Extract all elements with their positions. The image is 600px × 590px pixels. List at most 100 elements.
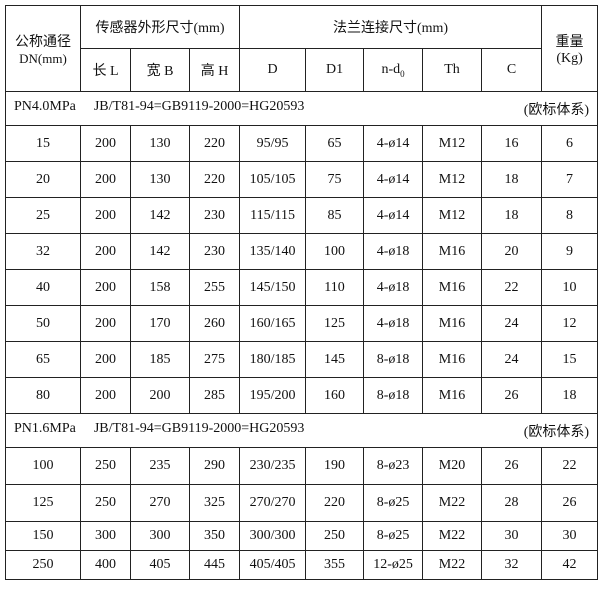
cell-length: 200 <box>80 197 131 234</box>
cell-d: 230/235 <box>239 447 307 485</box>
pressure-rating: PN1.6MPa <box>14 420 76 436</box>
standard: JB/T81-94=GB9119-2000=HG20593 <box>93 420 305 436</box>
cell-length: 250 <box>80 484 131 522</box>
header-d1: D1 <box>305 48 365 92</box>
cell-c: 28 <box>481 484 543 522</box>
weight-label: 重量 <box>555 34 584 50</box>
table-row: 25 200 142 230 115/115 85 4-ø14 M12 18 8 <box>5 197 599 234</box>
cell-d1: 220 <box>305 484 365 522</box>
cell-d1: 160 <box>305 377 365 414</box>
cell-c: 26 <box>481 447 543 485</box>
cell-height: 275 <box>188 341 241 378</box>
header-length: 长 L <box>80 48 131 92</box>
nominal-unit-label: DN(mm) <box>19 50 67 66</box>
cell-n-d0: 4-ø14 <box>363 125 424 162</box>
cell-height: 350 <box>188 521 241 551</box>
section-header-row: PN4.0MPa JB/T81-94=GB9119-2000=HG20593 (欧标… <box>4 91 599 126</box>
cell-weight: 42 <box>541 550 599 580</box>
cell-length: 200 <box>80 161 131 198</box>
cell-n-d0: 4-ø18 <box>363 233 424 270</box>
cell-width: 130 <box>130 161 190 198</box>
cell-dn: 150 <box>5 521 81 551</box>
cell-d: 105/105 <box>239 161 307 198</box>
table-row: 65 200 185 275 180/185 145 8-ø18 M16 24 15 <box>5 341 599 378</box>
cell-th: M20 <box>422 447 483 485</box>
cell-d1: 75 <box>305 161 365 198</box>
table-row: 40 200 158 255 145/150 110 4-ø18 M16 22 10 <box>5 269 599 306</box>
cell-d1: 100 <box>305 233 365 270</box>
cell-d1: 250 <box>305 521 365 551</box>
cell-dn: 50 <box>5 305 81 342</box>
table-row: 150 300 300 350 300/300 250 8-ø25 M22 30 30 <box>5 521 599 551</box>
header-height: 高 H <box>188 48 241 92</box>
cell-length: 200 <box>80 377 131 414</box>
cell-length: 250 <box>80 447 131 485</box>
table-row: 50 200 170 260 160/165 125 4-ø18 M16 24 12 <box>5 305 599 342</box>
cell-weight: 8 <box>541 197 599 234</box>
section-header-row: PN1.6MPa JB/T81-94=GB9119-2000=HG20593 (欧标… <box>4 413 599 448</box>
cell-d1: 85 <box>305 197 365 234</box>
cell-c: 32 <box>481 550 543 580</box>
cell-c: 24 <box>481 341 543 378</box>
header-n-d0: n-d0 <box>363 48 424 92</box>
cell-width: 185 <box>130 341 190 378</box>
cell-n-d0: 8-ø23 <box>363 447 424 485</box>
cell-d: 270/270 <box>239 484 307 522</box>
cell-height: 230 <box>188 197 241 234</box>
weight-unit-label: (Kg) <box>556 50 583 66</box>
cell-n-d0: 8-ø25 <box>363 484 424 522</box>
table-row: 15 200 130 220 95/95 65 4-ø14 M12 16 6 <box>5 125 599 162</box>
cell-width: 270 <box>130 484 190 522</box>
cell-d1: 65 <box>305 125 365 162</box>
cell-length: 200 <box>80 233 131 270</box>
cell-length: 400 <box>80 550 131 580</box>
cell-dn: 40 <box>5 269 81 306</box>
n-d-label: n-d <box>381 61 401 77</box>
cell-weight: 15 <box>541 341 599 378</box>
flange-dimension-table: 公称通径 DN(mm) 传感器外形尺寸(mm) 法兰连接尺寸(mm) 重量 (K… <box>4 5 599 580</box>
cell-height: 290 <box>188 447 241 485</box>
n-d-subscript: 0 <box>400 68 405 79</box>
cell-th: M16 <box>422 233 483 270</box>
section-header: PN1.6MPa JB/T81-94=GB9119-2000=HG20593 (欧标… <box>4 413 599 448</box>
cell-length: 200 <box>80 341 131 378</box>
cell-width: 130 <box>130 125 190 162</box>
cell-length: 200 <box>80 305 131 342</box>
table-row: 100 250 235 290 230/235 190 8-ø23 M20 26 22 <box>5 447 599 485</box>
cell-height: 285 <box>188 377 241 414</box>
header-th: Th <box>422 48 483 92</box>
cell-height: 230 <box>188 233 241 270</box>
cell-th: M12 <box>422 197 483 234</box>
cell-n-d0: 4-ø14 <box>363 197 424 234</box>
cell-dn: 100 <box>5 447 81 485</box>
cell-d: 180/185 <box>239 341 307 378</box>
cell-n-d0: 8-ø25 <box>363 521 424 551</box>
cell-dn: 80 <box>5 377 81 414</box>
cell-weight: 6 <box>541 125 599 162</box>
cell-dn: 20 <box>5 161 81 198</box>
cell-d: 95/95 <box>239 125 307 162</box>
header-flange-dims: 法兰连接尺寸(mm) <box>239 5 543 49</box>
cell-n-d0: 4-ø18 <box>363 269 424 306</box>
header-weight: 重量 (Kg) <box>541 5 599 92</box>
cell-th: M22 <box>422 484 483 522</box>
cell-height: 445 <box>188 550 241 580</box>
cell-width: 142 <box>130 233 190 270</box>
cell-c: 22 <box>481 269 543 306</box>
cell-dn: 65 <box>5 341 81 378</box>
cell-d1: 110 <box>305 269 365 306</box>
cell-dn: 250 <box>5 550 81 580</box>
cell-length: 200 <box>80 125 131 162</box>
cell-width: 158 <box>130 269 190 306</box>
cell-d1: 190 <box>305 447 365 485</box>
cell-c: 16 <box>481 125 543 162</box>
cell-width: 142 <box>130 197 190 234</box>
nominal-diameter-label: 公称通径 <box>15 34 71 50</box>
cell-d1: 145 <box>305 341 365 378</box>
cell-d: 115/115 <box>239 197 307 234</box>
table-row: 80 200 200 285 195/200 160 8-ø18 M16 26 18 <box>5 377 599 414</box>
cell-c: 24 <box>481 305 543 342</box>
cell-weight: 22 <box>541 447 599 485</box>
header-c: C <box>481 48 543 92</box>
header-nominal-diameter: 公称通径 DN(mm) <box>5 5 81 92</box>
